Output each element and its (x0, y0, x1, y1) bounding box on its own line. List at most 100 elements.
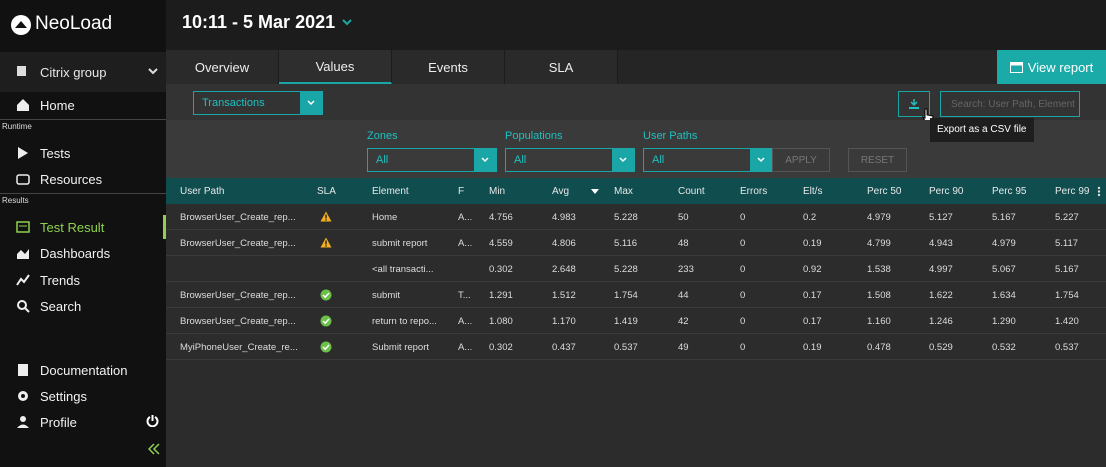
column-header[interactable]: Perc 95 (992, 186, 1027, 197)
table-cell: 0.17 (803, 316, 822, 327)
nav-item[interactable]: Documentation (0, 358, 166, 382)
filter-button[interactable]: RESET (848, 148, 907, 172)
column-header[interactable]: SLA (317, 186, 336, 197)
chevron[interactable] (342, 19, 352, 27)
table-cell: Submit report (372, 342, 430, 353)
tab[interactable]: Values (279, 50, 392, 84)
filter-value: All (514, 154, 527, 166)
logo: NeoLoad (35, 13, 113, 34)
nav-icon (17, 99, 29, 111)
column-menu[interactable] (1097, 186, 1101, 197)
nav-item[interactable]: Home (0, 93, 166, 117)
column-header[interactable]: Elt/s (803, 186, 823, 197)
view-report-button[interactable]: View report (997, 50, 1106, 84)
nav-divider (0, 193, 166, 194)
table-cell: submit (372, 290, 400, 301)
filter-label: User Paths (643, 130, 698, 142)
column-header[interactable]: Perc 50 (867, 186, 902, 197)
export-button[interactable] (898, 91, 930, 117)
tab[interactable]: Overview (166, 50, 279, 84)
table-cell: 0.19 (803, 342, 822, 353)
filter-toggle (612, 149, 634, 171)
nav-item[interactable]: Profile (0, 410, 166, 434)
column-header[interactable]: Avg (552, 186, 570, 197)
table-cell: 0.537 (1055, 342, 1079, 353)
table-cell: 5.228 (614, 212, 638, 223)
report-icon (1009, 61, 1023, 73)
table-cell: 5.167 (1055, 264, 1079, 275)
table-cell: 0.437 (552, 342, 576, 353)
table-row[interactable]: BrowserUser_Create_rep... return to repo.… (166, 308, 1106, 334)
column-header[interactable]: Max (614, 186, 633, 197)
table-cell: 4.979 (992, 238, 1016, 249)
column-header[interactable]: Perc 99 (1055, 186, 1090, 197)
column-header[interactable]: Min (489, 186, 506, 197)
nav-icon (16, 221, 30, 233)
nav-item[interactable]: Search (0, 294, 166, 318)
tab-bar: View report Overview Values Events SLA (166, 50, 1106, 84)
filter-select[interactable]: All (643, 148, 773, 172)
sidebar: NeoLoad Citrix group Home Runtime Tests Res… (0, 0, 166, 467)
table-cell: 0.17 (803, 290, 822, 301)
group-icon (17, 66, 26, 76)
table-row[interactable]: BrowserUser_Create_rep... submit report A.… (166, 230, 1106, 256)
tab[interactable]: SLA (505, 50, 618, 84)
table-cell: 0 (740, 264, 746, 275)
table-row[interactable]: BrowserUser_Create_rep... submit T... 1.291… (166, 282, 1106, 308)
nav-item[interactable]: Resources (0, 167, 166, 191)
filter-select[interactable]: All (367, 148, 497, 172)
column-header[interactable]: Errors (740, 186, 768, 197)
column-header[interactable]: User Path (180, 186, 225, 197)
table-cell: 0.92 (803, 264, 822, 275)
table-cell: 5.167 (992, 212, 1016, 223)
sla-icon (320, 315, 332, 330)
sort-indicator[interactable] (591, 189, 599, 194)
search-input[interactable]: Search: User Path, Element (940, 91, 1080, 117)
nav-item[interactable]: Dashboards (0, 241, 166, 265)
nav-item[interactable]: Trends (0, 268, 166, 292)
filter-button[interactable]: APPLY (772, 148, 830, 172)
column-header[interactable]: Perc 90 (929, 186, 964, 197)
view-report-label: View report (1027, 59, 1094, 75)
filter-select[interactable]: All (505, 148, 635, 172)
header-title: 10:11 - 5 Mar 2021 (182, 12, 336, 32)
table-cell: 1.754 (614, 290, 638, 301)
logo-icon (11, 15, 31, 35)
nav-label: Tests (40, 145, 71, 161)
table-cell: <all transacti... (372, 264, 434, 275)
column-header[interactable]: Count (678, 186, 705, 197)
table-cell: BrowserUser_Create_rep... (180, 212, 296, 223)
nav-item[interactable]: Tests (0, 141, 166, 165)
table-cell: 1.420 (1055, 316, 1079, 327)
table-cell: 0.302 (489, 342, 513, 353)
table-cell: 0.529 (929, 342, 953, 353)
table-cell: 42 (678, 316, 689, 327)
table-cell: A... (458, 316, 473, 327)
table-header: User Path SLA Element F Min Avg Max Count Errors… (166, 178, 1106, 204)
group-selector[interactable]: Citrix group (0, 52, 166, 92)
nav-item[interactable]: Test Result (0, 215, 166, 239)
nav-icon (18, 364, 28, 376)
nav-item[interactable]: Settings (0, 384, 166, 408)
table-cell: 0.19 (803, 238, 822, 249)
power-icon[interactable] (146, 414, 169, 430)
table-cell: MyiPhoneUser_Create_re... (180, 342, 298, 353)
header: 10:11 - 5 Mar 2021 (166, 0, 1106, 50)
table-cell: 4.756 (489, 212, 513, 223)
dropdown[interactable]: Transactions (193, 91, 323, 115)
table-cell: 0.532 (992, 342, 1016, 353)
column-header[interactable]: Element (372, 186, 409, 197)
table-row[interactable]: MyiPhoneUser_Create_re... Submit report A.… (166, 334, 1106, 360)
table-row[interactable]: BrowserUser_Create_rep... Home A... 4.756 4.… (166, 204, 1106, 230)
table-cell: return to repo... (372, 316, 437, 327)
nav-label: Search (40, 298, 82, 314)
collapse[interactable] (147, 442, 160, 460)
table-cell: A... (458, 212, 473, 223)
table-cell: 1.508 (867, 290, 891, 301)
table-cell: 4.806 (552, 238, 576, 249)
column-header[interactable]: F (458, 186, 465, 197)
table-row[interactable]: <all transacti... 0.302 2.648 5.228 233 0 0.92… (166, 256, 1106, 282)
table-cell: A... (458, 342, 473, 353)
table-cell: 1.160 (867, 316, 891, 327)
tab[interactable]: Events (392, 50, 505, 84)
